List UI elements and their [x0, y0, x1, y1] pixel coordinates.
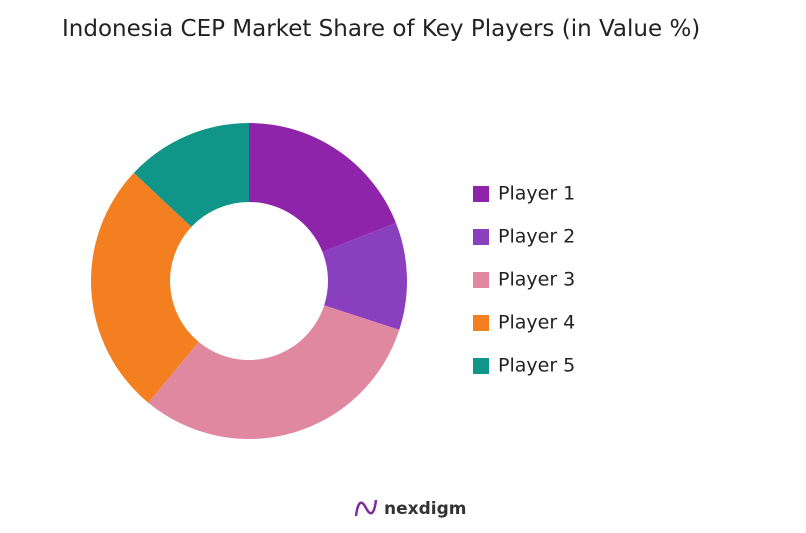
slice	[322, 222, 407, 330]
legend-swatch	[473, 358, 489, 374]
legend-label: Player 4	[498, 312, 575, 334]
legend-label: Player 3	[498, 269, 575, 291]
legend-swatch	[473, 315, 489, 331]
slice	[249, 123, 396, 252]
legend-label: Player 1	[498, 183, 575, 205]
watermark: nexdigm	[384, 499, 466, 519]
slice	[133, 123, 249, 227]
slice	[148, 305, 400, 440]
legend-swatch	[473, 229, 489, 245]
legend-swatch	[473, 272, 489, 288]
chart-title: Indonesia CEP Market Share of Key Player…	[62, 16, 701, 42]
logo-icon	[354, 499, 378, 517]
logo: nexdigm	[354, 499, 466, 519]
legend-label: Player 2	[498, 226, 575, 248]
slice	[90, 172, 199, 403]
legend-label: Player 5	[498, 355, 575, 377]
legend-swatch	[473, 186, 489, 202]
